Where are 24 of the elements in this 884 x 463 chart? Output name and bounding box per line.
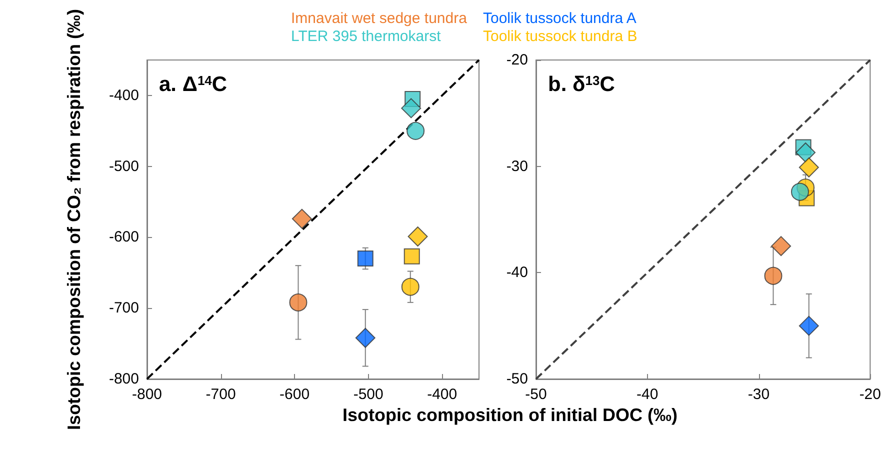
x-tick-label: -30 [748,386,770,403]
x-tick-label: -400 [427,386,458,403]
x-tick-label: -700 [206,386,236,403]
text: Toolik tussock tundra B [483,28,638,45]
x-tick-label: -800 [132,386,162,403]
x-tick-label: -500 [353,386,384,403]
y-axis-title: Isotopic composition of CO₂ from respiration (‰) [64,8,84,430]
text: LTER 395 thermokarst [291,28,442,45]
x-tick-label: -600 [280,386,310,403]
y-tick-label: -40 [506,264,528,282]
text: Toolik tussock tundra A [483,10,636,27]
x-axis-title: Isotopic composition of initial DOC (‰) [342,404,678,426]
text: Imnavait wet sedge tundra [291,10,468,27]
x-tick-label: -50 [525,386,547,403]
y-tick-label: -50 [506,370,528,388]
y-tick-label: -400 [108,86,139,104]
y-tick-label: -30 [506,158,528,175]
y-tick-label: -500 [108,158,139,175]
y-tick-label: -800 [108,370,139,388]
y-tick-label: -600 [108,228,139,246]
y-tick-label: -700 [108,300,139,317]
y-tick-label: -20 [506,52,528,68]
x-tick-label: -20 [859,386,882,403]
x-tick-label: -40 [636,386,658,403]
